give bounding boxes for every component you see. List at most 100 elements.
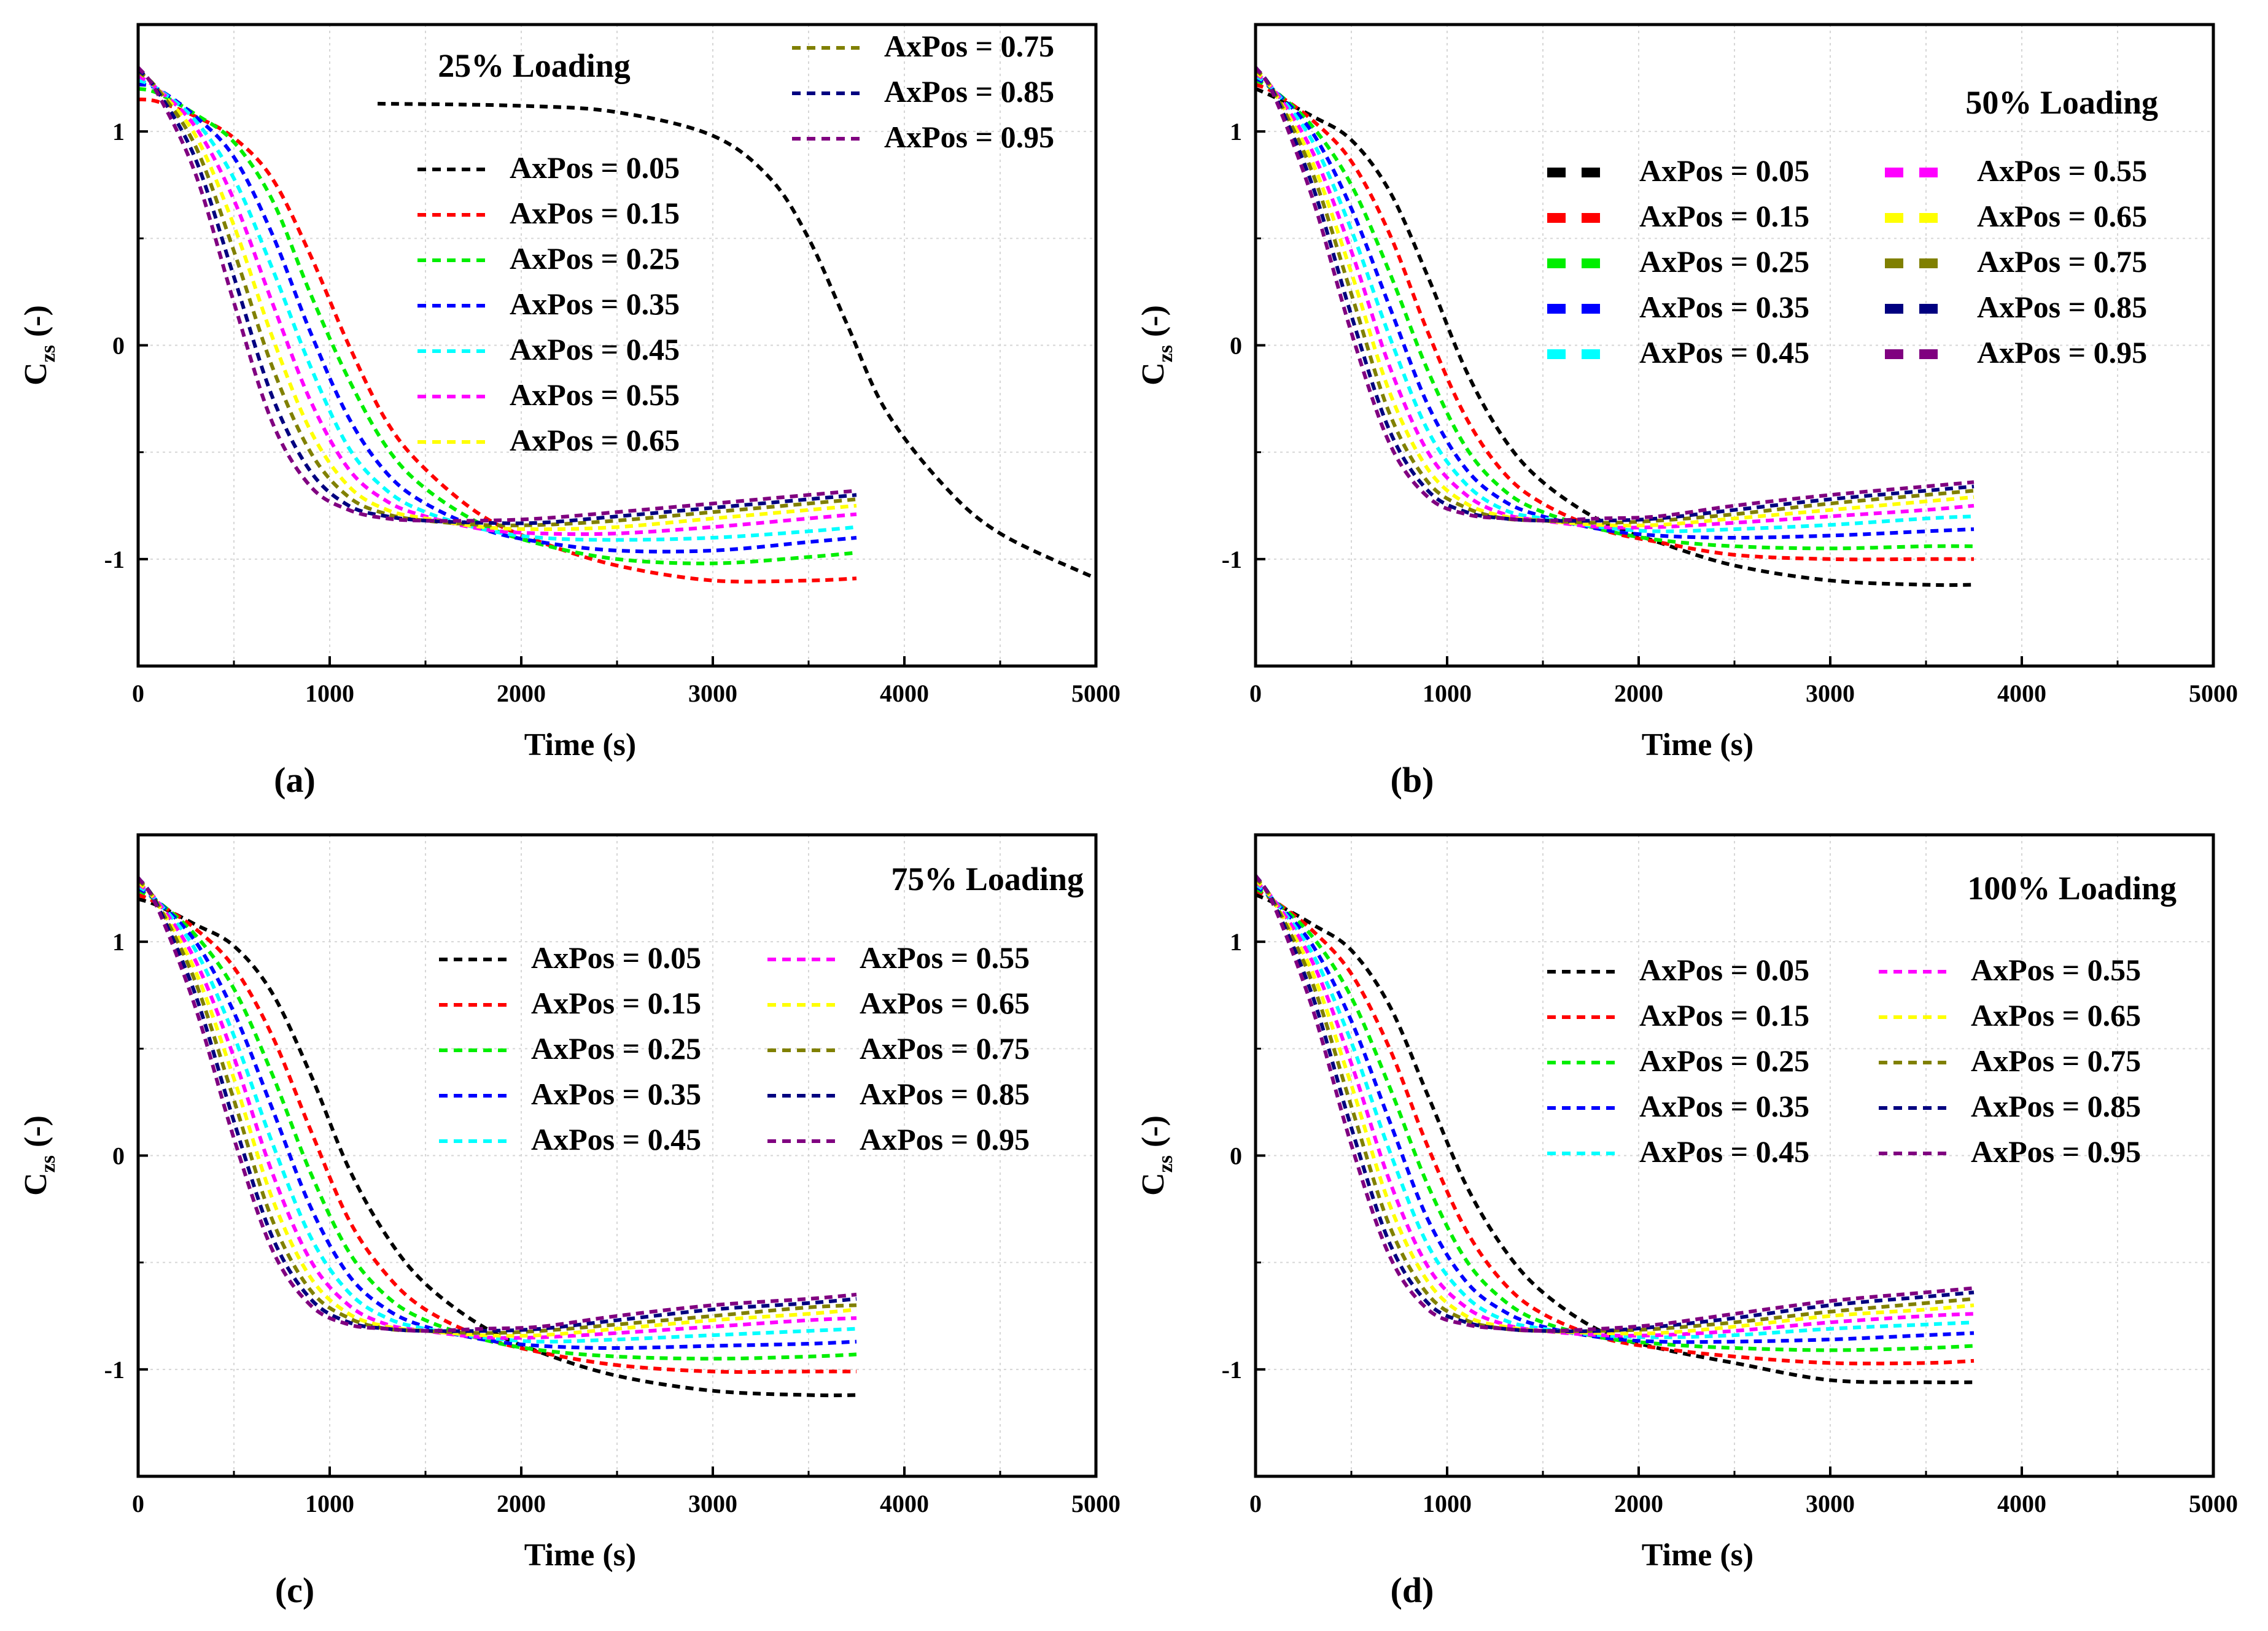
series-line (138, 78, 857, 542)
legend-label: AxPos = 0.45 (531, 1122, 701, 1156)
series-line (1256, 87, 1975, 587)
legend-label: AxPos = 0.15 (510, 196, 680, 230)
y-tick-label: -1 (104, 1356, 125, 1384)
legend-label: AxPos = 0.45 (1639, 1134, 1809, 1169)
series-line (138, 893, 856, 1374)
legend: AxPos = 0.05 AxPos = 0.15 AxPos = 0.25 AxPo… (439, 940, 1030, 1156)
legend-label: AxPos = 0.55 (1971, 953, 2141, 987)
x-axis-label: Time (s) (1642, 1538, 1753, 1573)
series-line (1256, 888, 1975, 1366)
x-tick-label: 4000 (880, 680, 929, 707)
series-line (138, 880, 857, 1338)
series-line (138, 70, 857, 527)
legend-label: AxPos = 0.35 (531, 1077, 701, 1111)
x-tick-label: 3000 (1806, 1490, 1855, 1517)
legend-label: AxPos = 0.95 (1971, 1134, 2141, 1169)
x-tick-label: 5000 (2189, 680, 2238, 707)
x-axis-label: Time (s) (524, 1538, 636, 1573)
legend-label: AxPos = 0.25 (531, 1031, 701, 1066)
y-tick-label: -1 (1222, 1356, 1242, 1384)
legend-label: AxPos = 0.05 (510, 150, 680, 185)
x-tick-label: 1000 (305, 1490, 354, 1517)
series-line (138, 876, 857, 1333)
y-axis-label-sub: zs (37, 345, 60, 362)
legend-label: AxPos = 0.65 (1971, 998, 2141, 1032)
y-tick-label: 0 (112, 332, 125, 360)
x-tick-label: 0 (1249, 680, 1262, 707)
legend: AxPos = 0.05 AxPos = 0.15 AxPos = 0.25 AxPo… (1547, 953, 2141, 1169)
x-tick-label: 3000 (688, 680, 737, 707)
legend-label: AxPos = 0.95 (1977, 335, 2147, 370)
x-tick-label: 2000 (1614, 680, 1663, 707)
legend-label: AxPos = 0.65 (860, 986, 1030, 1020)
series-line (138, 886, 857, 1350)
series-line (1256, 66, 1975, 523)
panel-label: (d) (1391, 1570, 1434, 1610)
series-line (138, 82, 857, 554)
series-line (1256, 882, 1975, 1339)
legend-label: AxPos = 0.55 (860, 940, 1030, 975)
legend-label: AxPos = 0.95 (860, 1122, 1030, 1156)
series-line (1256, 76, 1975, 540)
x-tick-label: 4000 (1997, 1490, 2046, 1517)
y-axis-label: Czs (-) (18, 1115, 60, 1196)
series-line (1256, 893, 1975, 1384)
series-line (138, 74, 857, 537)
y-axis-label-main: C (1136, 362, 1171, 385)
series-line (138, 885, 857, 1344)
series-line (1256, 874, 1975, 1333)
y-tick-label: -1 (104, 546, 125, 573)
legend-label: AxPos = 0.75 (860, 1031, 1030, 1066)
chart-title: 25% Loading (438, 47, 631, 84)
x-tick-label: 2000 (1614, 1490, 1663, 1517)
x-tick-label: 5000 (1071, 1490, 1120, 1517)
series-line (138, 882, 857, 1340)
x-tick-label: 4000 (880, 1490, 929, 1517)
series-line (138, 876, 857, 1333)
legend-label: AxPos = 0.45 (510, 332, 680, 366)
x-axis-label: Time (s) (1642, 727, 1753, 762)
grid (138, 835, 1096, 1476)
x-tick-label: 5000 (1071, 680, 1120, 707)
x-tick-label: 5000 (2189, 1490, 2238, 1517)
panel-label: (b) (1391, 760, 1434, 800)
y-axis-label-unit: (-) (1136, 305, 1171, 345)
grid (138, 25, 1096, 666)
legend-label: AxPos = 0.15 (531, 986, 701, 1020)
series-line (1256, 72, 1975, 530)
series-line (1256, 880, 1975, 1338)
y-axis-label-sub: zs (37, 1155, 60, 1172)
series-group (138, 66, 1096, 584)
chart-panel-1: 0 1000 2000 3000 4000 5000 1 0 -1 Time (s) Czs (-)… (18, 23, 1120, 800)
chart-panel-3: 0 1000 2000 3000 4000 5000 1 0 -1 Time (s) Czs (-)… (18, 833, 1120, 1610)
legend-label: AxPos = 0.85 (884, 74, 1054, 109)
y-tick-label: 1 (112, 118, 125, 145)
x-axis-label: Time (s) (524, 727, 636, 762)
legend-label: AxPos = 0.35 (1639, 1089, 1809, 1123)
legend: AxPos = 0.05 AxPos = 0.15 AxPos = 0.25 AxPo… (1547, 153, 2147, 370)
y-axis-label-main: C (18, 362, 53, 385)
legend-label: AxPos = 0.15 (1639, 998, 1809, 1032)
chart-title: 100% Loading (1967, 870, 2177, 907)
y-axis-label: Czs (-) (1136, 305, 1177, 385)
x-tick-label: 3000 (1806, 680, 1855, 707)
series-line (1256, 885, 1975, 1344)
y-axis-label: Czs (-) (1136, 1115, 1177, 1196)
y-tick-label: 1 (1230, 928, 1242, 956)
panel-label: (c) (275, 1570, 314, 1610)
x-tick-label: 0 (1249, 1490, 1262, 1517)
series-line (138, 68, 857, 525)
x-tick-label: 1000 (305, 680, 354, 707)
legend-label: AxPos = 0.95 (884, 120, 1054, 154)
legend-label: AxPos = 0.45 (1639, 335, 1809, 370)
legend-label: AxPos = 0.65 (510, 423, 680, 457)
series-line (138, 87, 857, 565)
y-tick-label: 0 (1230, 332, 1242, 360)
y-axis-label-unit: (-) (1136, 1115, 1171, 1155)
legend-label: AxPos = 0.05 (531, 940, 701, 975)
legend-label: AxPos = 0.75 (1971, 1044, 2141, 1078)
chart-title: 50% Loading (1965, 84, 2158, 121)
series-line (1256, 78, 1975, 551)
y-tick-label: 1 (112, 928, 125, 956)
